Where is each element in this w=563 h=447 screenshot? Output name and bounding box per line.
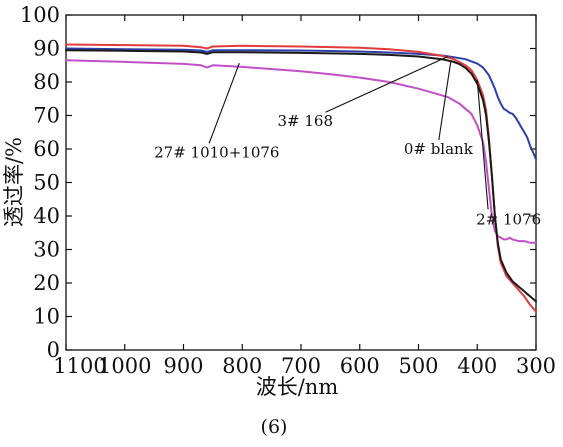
annotation-label: 27# 1010+1076 xyxy=(154,143,279,161)
y-tick-label: 30 xyxy=(33,238,60,262)
annotation-leader xyxy=(438,61,452,141)
annotation-label: 0# blank xyxy=(404,140,474,158)
x-tick-label: 600 xyxy=(340,354,380,378)
x-tick-label: 800 xyxy=(222,354,262,378)
series-line-1 xyxy=(65,43,537,313)
y-tick-label: 80 xyxy=(33,70,60,94)
y-tick-label: 90 xyxy=(33,37,60,61)
chart-series xyxy=(65,43,537,313)
x-tick-label: 400 xyxy=(457,354,497,378)
x-tick-label: 1000 xyxy=(98,354,151,378)
annotation-leader xyxy=(325,56,449,113)
x-axis-label: 波长/nm xyxy=(256,375,339,399)
series-line-3 xyxy=(65,59,537,244)
y-tick-label: 100 xyxy=(20,3,60,27)
x-tick-label: 500 xyxy=(398,354,438,378)
x-tick-label: 300 xyxy=(516,354,556,378)
y-tick-label: 0 xyxy=(47,338,60,362)
series-line-0 xyxy=(65,49,537,303)
x-tick-label: 700 xyxy=(281,354,321,378)
y-tick-label: 10 xyxy=(33,305,60,329)
x-tick-label: 1100 xyxy=(53,354,106,378)
y-tick-label: 60 xyxy=(33,137,60,161)
y-axis-ticks: 0 10 20 30 40 50 60 70 80 90 100 xyxy=(20,3,536,362)
y-axis-label: 透过率/% xyxy=(2,137,26,227)
annotation-label: 3# 168 xyxy=(278,112,334,130)
series-line-2 xyxy=(65,47,537,161)
figure-caption: (6) xyxy=(261,416,288,438)
annotation-leader xyxy=(476,80,489,210)
y-tick-label: 70 xyxy=(33,104,60,128)
x-tick-label: 900 xyxy=(163,354,203,378)
chart-annotations: 27# 1010+1076 3# 168 0# blank 2# 1076 xyxy=(154,56,541,228)
annotation-label: 2# 1076 xyxy=(476,210,541,228)
y-tick-label: 20 xyxy=(33,271,60,295)
y-tick-label: 50 xyxy=(33,171,60,195)
y-tick-label: 40 xyxy=(33,204,60,228)
annotation-leader xyxy=(208,63,240,144)
